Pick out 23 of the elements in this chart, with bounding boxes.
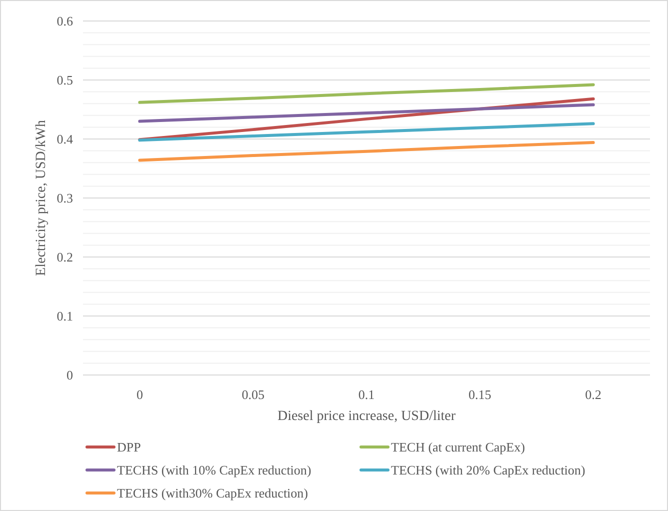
x-tick-label: 0: [136, 387, 143, 402]
x-tick-label: 0.05: [242, 387, 264, 402]
line-series: [138, 103, 595, 123]
x-tick-label: 0.2: [585, 387, 602, 402]
line-series: [138, 122, 595, 142]
y-axis-title: Electricity price, USD/kWh: [34, 120, 49, 276]
legend-label: TECHS (with 20% CapEx reduction): [391, 462, 586, 478]
y-tick-label: 0.3: [56, 190, 73, 206]
y-tick-label: 0.4: [56, 132, 74, 147]
line-series: [138, 83, 595, 104]
x-tick-label: 0.15: [468, 387, 492, 402]
legend-label: TECHS (with 10% CapEx reduction): [117, 462, 312, 478]
legend-label: TECH (at current CapEx): [391, 440, 525, 455]
x-axis-title: Diesel price increase, USD/liter: [277, 409, 456, 424]
y-tick-label: 0.6: [56, 14, 74, 29]
x-tick-label: 0.1: [358, 387, 375, 402]
legend-label: DPP: [117, 440, 141, 455]
y-tick-label: 0: [66, 368, 73, 383]
line-series: [138, 141, 595, 162]
legend-label: TECHS (with30% CapEx reduction): [117, 486, 308, 501]
y-tick-label: 0.5: [56, 72, 73, 88]
y-tick-label: 0.1: [56, 308, 73, 324]
y-tick-label: 0.2: [56, 250, 73, 265]
